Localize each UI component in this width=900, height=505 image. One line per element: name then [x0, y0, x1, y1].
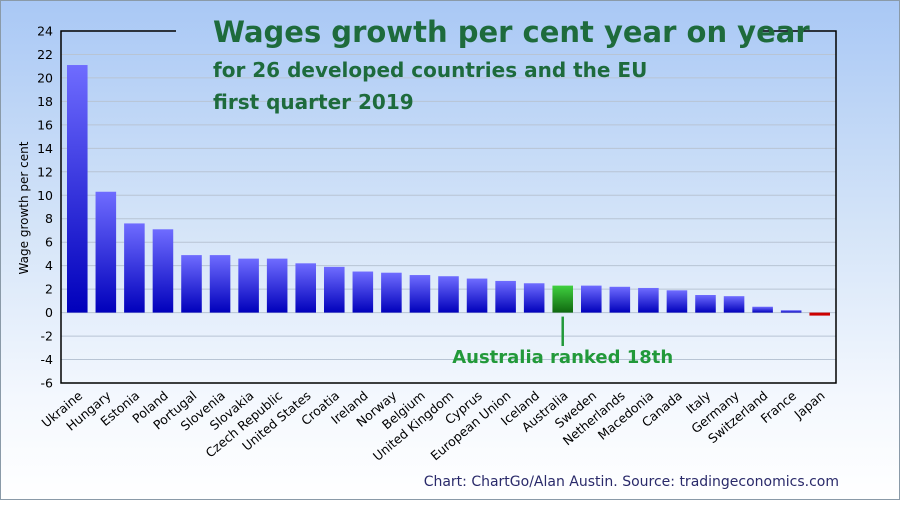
bar-macedonia [638, 287, 659, 313]
bars [66, 65, 831, 316]
bar-canada [666, 290, 688, 313]
bar-portugal [181, 255, 202, 313]
bar-czech-republic [266, 258, 288, 313]
bar-japan [809, 312, 831, 316]
bar-italy [695, 295, 716, 313]
y-tick-label: -2 [41, 329, 53, 344]
bar-australia [552, 285, 574, 313]
y-tick-label: 14 [37, 141, 53, 156]
y-tick-label: -4 [41, 352, 54, 367]
bar-germany [723, 296, 745, 313]
y-tick-label: 0 [45, 305, 53, 320]
y-tick-label: 8 [45, 211, 53, 226]
bar-belgium [409, 275, 431, 313]
bar-sweden [580, 285, 602, 313]
y-axis-label: Wage growth per cent [17, 141, 31, 274]
gridlines [61, 53, 836, 361]
bar-poland [152, 229, 174, 313]
bar-switzerland [752, 306, 773, 313]
y-tick-label: -6 [41, 376, 54, 391]
y-tick-label: 18 [37, 94, 53, 109]
source-credit: Chart: ChartGo/Alan Austin. Source: trad… [424, 474, 839, 490]
bar-united-states [295, 263, 317, 313]
y-tick-label: 6 [45, 235, 53, 250]
chart-subtitle-line1: for 26 developed countries and the EU [213, 58, 647, 82]
bar-netherlands [609, 286, 631, 313]
y-tick-label: 10 [37, 188, 53, 203]
bar-cyprus [466, 278, 488, 313]
bar-ireland [352, 271, 374, 313]
bar-croatia [323, 266, 345, 313]
y-tick-label: 2 [45, 282, 53, 297]
y-tick-label: 16 [37, 117, 53, 132]
bar-slovakia [238, 258, 259, 313]
y-tick-label: 20 [37, 70, 53, 85]
bar-hungary [95, 191, 117, 313]
chart-subtitle-line2: first quarter 2019 [213, 90, 414, 114]
y-tick-label: 4 [45, 258, 53, 273]
bar-european-union [495, 280, 516, 313]
y-tick-label: 12 [37, 164, 53, 179]
bar-norway [381, 272, 402, 313]
bar-ukraine [66, 65, 88, 313]
bar-iceland [523, 283, 545, 313]
bar-united-kingdom [438, 276, 459, 313]
annotation-text: Australia ranked 18th [452, 347, 673, 368]
bar-slovenia [209, 255, 231, 313]
y-tick-label: 24 [37, 24, 53, 39]
bar-estonia [124, 223, 145, 313]
chart-title: Wages growth per cent year on year [213, 15, 810, 49]
y-tick-label: 22 [37, 47, 53, 62]
bar-france [780, 310, 802, 313]
x-tick-label: Japan [791, 388, 828, 423]
x-axis-ticks: UkraineHungaryEstoniaPolandPortugalSlove… [39, 387, 828, 463]
plot-frame [60, 30, 837, 384]
